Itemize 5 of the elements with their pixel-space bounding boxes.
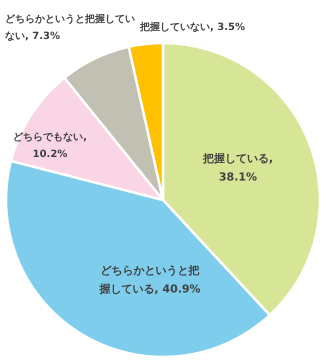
slice-label: 把握している, 38.1% [202,152,274,184]
slice-label: どちらでもない, 10.2% [13,132,87,160]
slice-label: 把握していない, 3.5% [139,21,246,33]
slice-label: どちらかというと把握している, 40.9% [98,264,201,296]
slice-label: どちらかというと把握していない, 7.3% [5,13,135,42]
